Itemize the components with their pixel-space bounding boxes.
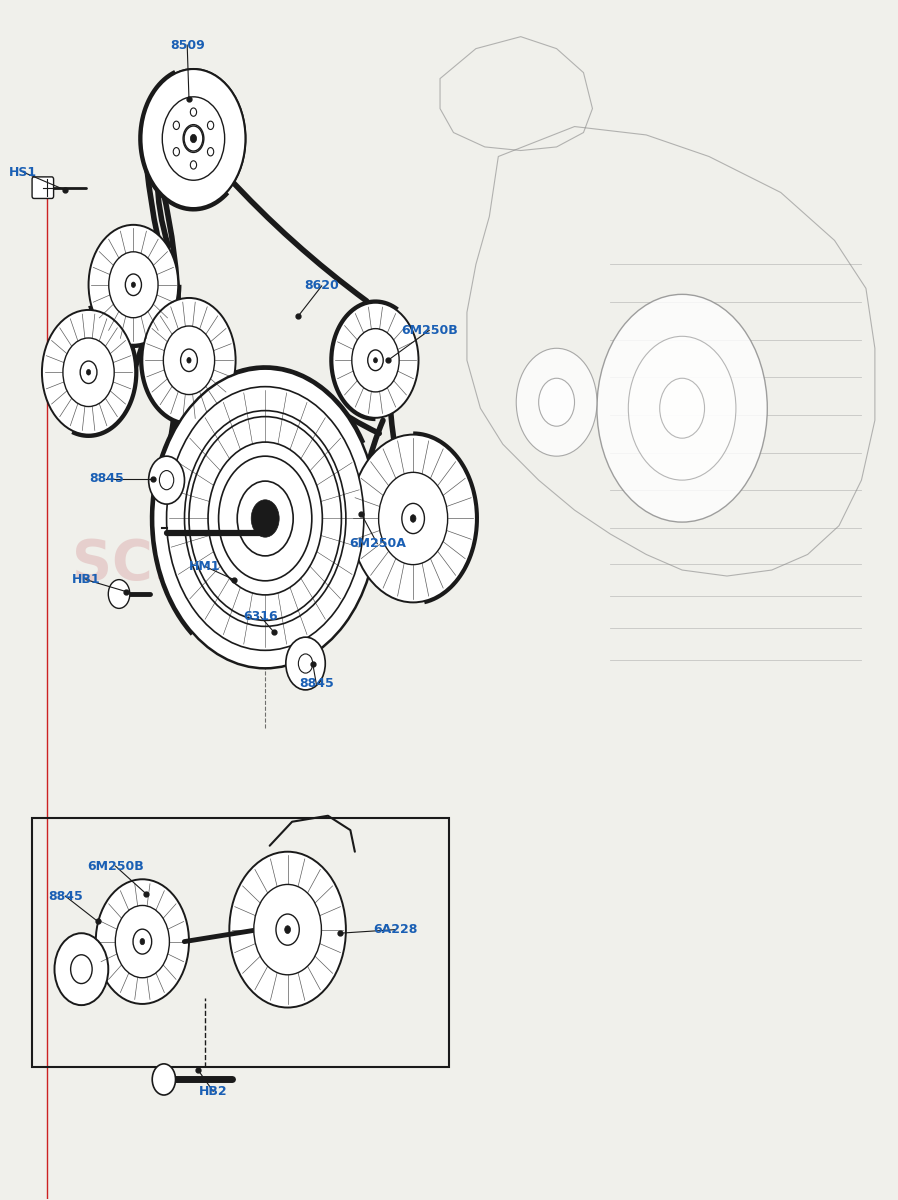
Text: 6M250A: 6M250A	[348, 538, 406, 550]
Circle shape	[166, 102, 221, 175]
Text: 6M250B: 6M250B	[87, 859, 144, 872]
Circle shape	[629, 336, 736, 480]
Circle shape	[142, 70, 245, 208]
Circle shape	[154, 368, 377, 668]
Circle shape	[166, 386, 364, 650]
Circle shape	[190, 134, 197, 143]
Circle shape	[352, 329, 399, 392]
Circle shape	[163, 326, 215, 395]
Bar	[32, 818, 449, 1068]
Circle shape	[153, 1064, 175, 1096]
Text: HB2: HB2	[198, 1085, 227, 1098]
Circle shape	[187, 358, 191, 364]
Text: 8845: 8845	[89, 473, 124, 486]
Circle shape	[109, 252, 158, 318]
Circle shape	[115, 906, 170, 978]
Text: 8845: 8845	[48, 889, 83, 902]
Circle shape	[597, 294, 767, 522]
Circle shape	[86, 370, 91, 376]
Text: 8620: 8620	[304, 280, 339, 293]
Circle shape	[89, 224, 178, 344]
Circle shape	[410, 515, 416, 522]
Circle shape	[374, 358, 377, 362]
Circle shape	[190, 108, 197, 116]
Circle shape	[401, 503, 425, 534]
Circle shape	[143, 298, 235, 422]
Circle shape	[109, 580, 130, 608]
Circle shape	[190, 161, 197, 169]
Circle shape	[285, 925, 291, 934]
Text: HS1: HS1	[9, 166, 37, 179]
Circle shape	[368, 350, 383, 371]
Text: 8509: 8509	[170, 38, 205, 52]
Circle shape	[173, 148, 180, 156]
Circle shape	[254, 884, 321, 974]
Text: 8845: 8845	[299, 678, 334, 690]
Circle shape	[184, 410, 346, 626]
Circle shape	[539, 378, 575, 426]
Circle shape	[126, 274, 142, 295]
Circle shape	[63, 338, 114, 407]
Circle shape	[184, 126, 203, 151]
Text: car parts: car parts	[202, 605, 302, 624]
Circle shape	[207, 121, 214, 130]
Circle shape	[251, 499, 279, 538]
Circle shape	[183, 125, 204, 152]
Circle shape	[159, 470, 173, 490]
Circle shape	[191, 136, 196, 142]
Circle shape	[229, 852, 346, 1008]
Circle shape	[286, 637, 325, 690]
Circle shape	[660, 378, 705, 438]
Circle shape	[131, 282, 136, 288]
Circle shape	[208, 442, 322, 595]
Circle shape	[163, 97, 224, 180]
Circle shape	[350, 434, 476, 602]
Text: HM1: HM1	[189, 560, 221, 572]
Circle shape	[96, 880, 189, 1004]
FancyBboxPatch shape	[32, 176, 54, 198]
Text: 6316: 6316	[243, 611, 278, 623]
Text: 6A228: 6A228	[373, 923, 418, 936]
Circle shape	[42, 310, 136, 434]
Circle shape	[142, 70, 245, 208]
Circle shape	[218, 456, 312, 581]
Circle shape	[332, 302, 418, 418]
Circle shape	[379, 473, 448, 565]
Circle shape	[298, 654, 313, 673]
Circle shape	[189, 416, 341, 620]
Circle shape	[516, 348, 597, 456]
Circle shape	[276, 914, 299, 946]
Text: 6M250B: 6M250B	[401, 324, 458, 337]
Circle shape	[140, 938, 145, 944]
Circle shape	[207, 148, 214, 156]
Circle shape	[180, 349, 198, 372]
Circle shape	[71, 955, 92, 984]
Text: HB1: HB1	[72, 574, 101, 586]
Circle shape	[149, 456, 184, 504]
Circle shape	[133, 929, 152, 954]
Text: SCHNEIDER: SCHNEIDER	[72, 538, 431, 592]
Circle shape	[80, 361, 97, 384]
Circle shape	[173, 121, 180, 130]
Circle shape	[55, 934, 109, 1006]
Circle shape	[237, 481, 293, 556]
